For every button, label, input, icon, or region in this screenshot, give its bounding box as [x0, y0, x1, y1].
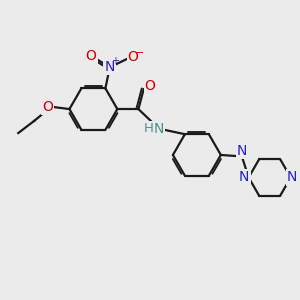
Text: +: + [111, 56, 119, 66]
Text: N: N [287, 170, 297, 184]
Text: O: O [128, 50, 139, 64]
Text: N: N [154, 122, 164, 136]
Text: H: H [144, 122, 154, 135]
Text: N: N [237, 144, 247, 158]
Text: O: O [42, 100, 53, 114]
Text: −: − [135, 48, 145, 58]
Text: O: O [145, 79, 155, 93]
Text: N: N [239, 170, 249, 184]
Text: O: O [85, 49, 97, 63]
Text: N: N [105, 60, 115, 74]
